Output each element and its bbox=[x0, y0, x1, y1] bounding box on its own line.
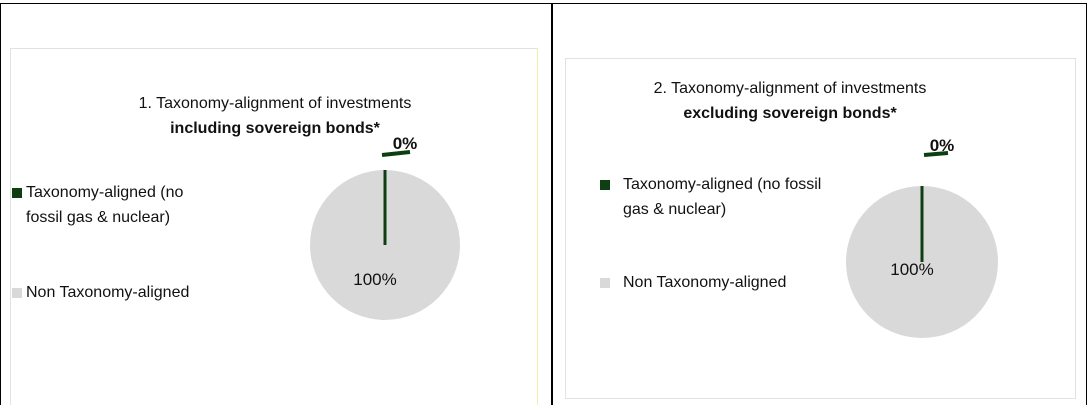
chart-title: 2. Taxonomy-alignment of investments bbox=[653, 80, 927, 97]
data-label: 100% bbox=[353, 270, 397, 289]
data-label: 100% bbox=[890, 260, 934, 279]
chart-title: 1. Taxonomy-alignment of investments bbox=[138, 95, 412, 112]
legend-label: Non Taxonomy-aligned bbox=[26, 284, 190, 301]
chart-subtitle: including sovereign bonds* bbox=[170, 120, 380, 137]
legend-swatch bbox=[600, 278, 610, 288]
legend-swatch bbox=[600, 180, 610, 190]
legend-label: Non Taxonomy-aligned bbox=[623, 274, 787, 291]
chart-frame bbox=[565, 58, 1076, 399]
legend-label: Taxonomy-aligned (no fossil gas & nuclea… bbox=[26, 184, 184, 226]
data-label: 0% bbox=[392, 134, 418, 153]
chart-subtitle: excluding sovereign bonds* bbox=[683, 105, 897, 122]
leader-line bbox=[381, 150, 411, 157]
legend-swatch bbox=[12, 288, 22, 298]
table-cell bbox=[0, 3, 553, 405]
legend-label: Taxonomy-aligned (no fossil gas & nuclea… bbox=[623, 176, 822, 218]
table-cell bbox=[551, 3, 1087, 405]
legend-swatch bbox=[12, 188, 22, 198]
leader-line bbox=[923, 151, 949, 157]
chart-frame bbox=[10, 48, 538, 405]
data-label: 0% bbox=[929, 136, 955, 155]
